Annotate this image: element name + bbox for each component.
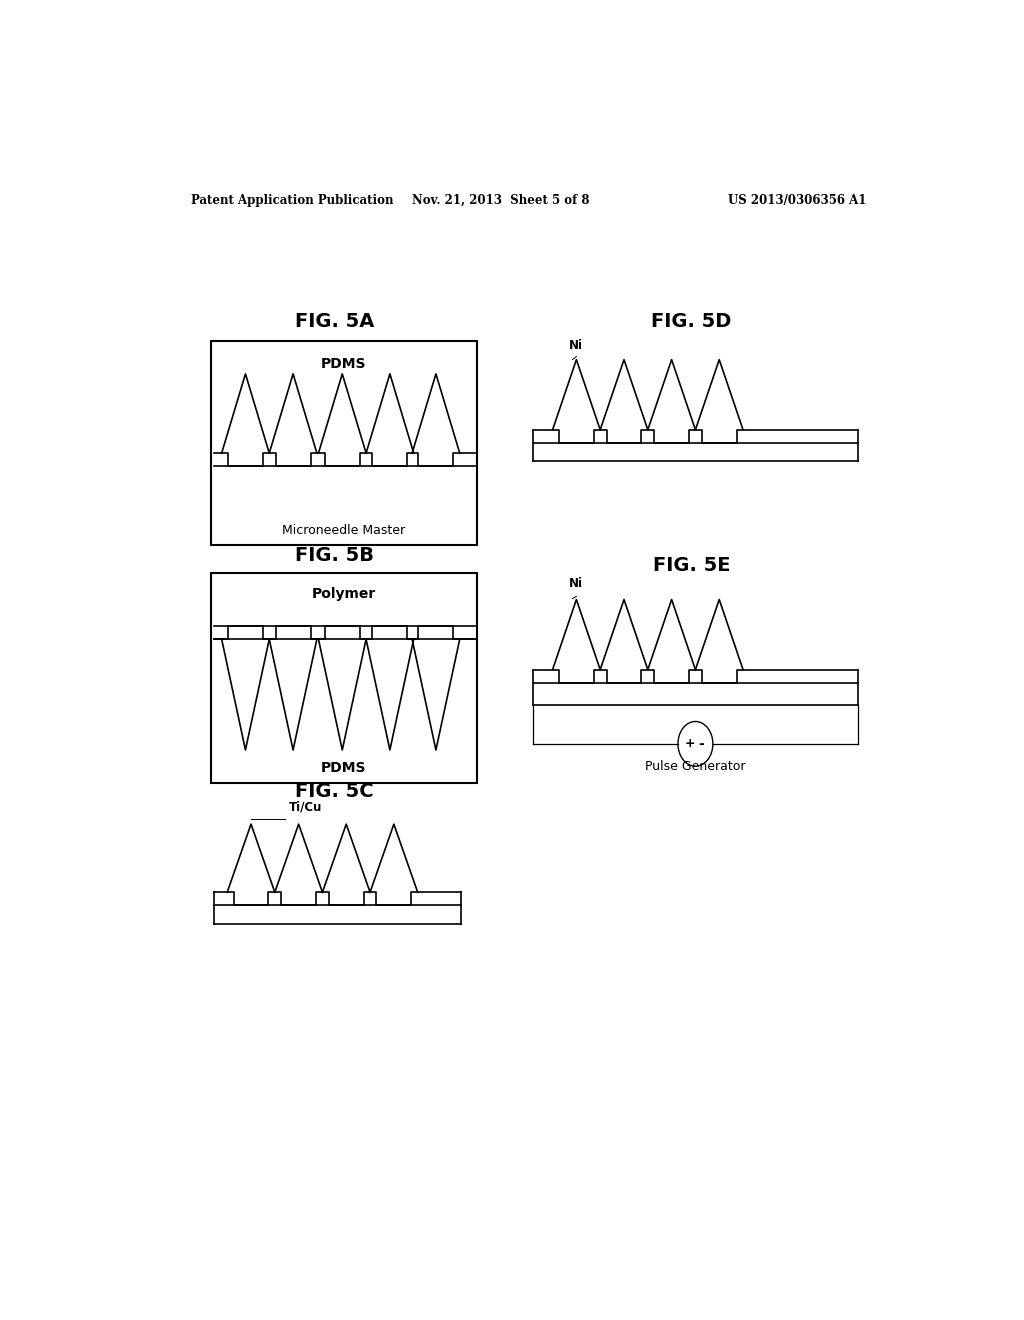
Text: Ni: Ni bbox=[568, 338, 583, 351]
Text: FIG. 5D: FIG. 5D bbox=[651, 313, 731, 331]
Text: FIG. 5C: FIG. 5C bbox=[295, 781, 374, 801]
Text: +: + bbox=[685, 738, 695, 750]
Text: Ni: Ni bbox=[568, 577, 583, 590]
Text: FIG. 5A: FIG. 5A bbox=[295, 313, 374, 331]
Text: Ti/Cu: Ti/Cu bbox=[289, 801, 323, 814]
Text: FIG. 5E: FIG. 5E bbox=[652, 556, 730, 576]
Text: PDMS: PDMS bbox=[322, 356, 367, 371]
Bar bbox=[211, 573, 477, 784]
Text: Nov. 21, 2013  Sheet 5 of 8: Nov. 21, 2013 Sheet 5 of 8 bbox=[413, 194, 590, 207]
Text: Patent Application Publication: Patent Application Publication bbox=[191, 194, 394, 207]
Text: Microneedle Master: Microneedle Master bbox=[283, 524, 406, 536]
Text: Polymer: Polymer bbox=[311, 587, 376, 602]
Text: Pulse Generator: Pulse Generator bbox=[645, 760, 745, 774]
Text: FIG. 5B: FIG. 5B bbox=[295, 546, 374, 565]
Text: US 2013/0306356 A1: US 2013/0306356 A1 bbox=[728, 194, 866, 207]
Text: PDMS: PDMS bbox=[322, 762, 367, 775]
Bar bbox=[211, 342, 477, 545]
Text: -: - bbox=[698, 737, 703, 751]
